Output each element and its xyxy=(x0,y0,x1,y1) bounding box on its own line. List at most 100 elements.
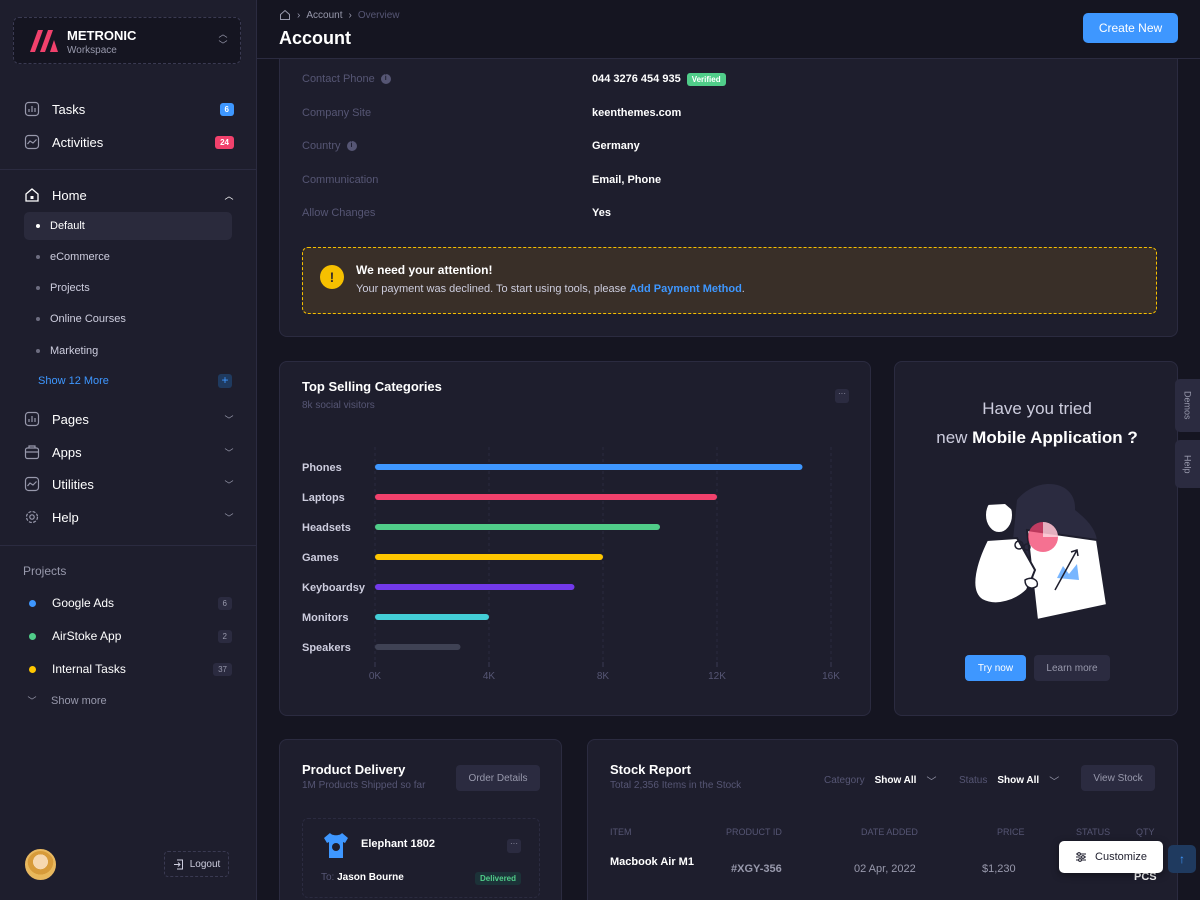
sidebar-item-activities[interactable]: Activities 24 xyxy=(24,131,234,153)
add-payment-method-link[interactable]: Add Payment Method xyxy=(629,283,742,295)
project-item-internal-tasks[interactable]: Internal Tasks 37 xyxy=(29,659,232,679)
home-icon[interactable] xyxy=(279,9,291,21)
show-more-label: Show 12 More xyxy=(38,375,109,387)
page-header: › Account › Overview Account Create New xyxy=(257,0,1200,59)
bar[interactable] xyxy=(375,524,660,530)
sidebar-subitem-online-courses[interactable]: Online Courses xyxy=(24,305,232,333)
avatar[interactable] xyxy=(25,849,56,880)
sidebar-item-utilities[interactable]: Utilities ﹀ xyxy=(24,473,234,495)
category-label: Keyboardsy xyxy=(302,582,366,594)
chevron-updown-icon[interactable]: ︿ ﹀ xyxy=(218,29,228,50)
category-filter[interactable]: Category Show All ﹀ xyxy=(824,773,936,788)
breadcrumb-current: Overview xyxy=(357,9,400,21)
project-count: 2 xyxy=(217,629,232,643)
mobile-app-card: Have you tried new Mobile Application ? … xyxy=(894,361,1178,716)
project-item-airstoke-app[interactable]: AirStoke App 2 xyxy=(29,626,232,646)
bullet-icon xyxy=(36,255,40,259)
view-stock-button[interactable]: View Stock xyxy=(1081,765,1155,791)
chevron-down-icon: ﹀ xyxy=(1049,777,1060,788)
card-title: Stock Report xyxy=(610,762,691,777)
more-options-icon[interactable]: ··· xyxy=(507,839,521,853)
divider xyxy=(0,545,256,546)
sidebar-subitem-projects[interactable]: Projects xyxy=(24,274,232,302)
learn-more-button[interactable]: Learn more xyxy=(1034,655,1110,681)
bar[interactable] xyxy=(375,464,803,470)
show-more-label: Show more xyxy=(51,694,107,707)
bar[interactable] xyxy=(375,614,489,620)
info-row-phone: Contact Phone i 044 3276 454 935 Verified xyxy=(302,70,1162,88)
info-icon[interactable]: i xyxy=(380,74,391,84)
show-more-link[interactable]: Show 12 More + xyxy=(38,374,232,388)
scroll-top-button[interactable]: ↑ xyxy=(1168,845,1196,873)
column-header: DATE ADDED xyxy=(861,827,918,837)
project-label: AirStoke App xyxy=(52,629,122,643)
more-options-icon[interactable]: ··· xyxy=(835,389,849,403)
info-value[interactable]: keenthemes.com xyxy=(592,107,682,119)
alert-message: Your payment was declined. To start usin… xyxy=(356,283,627,295)
bar-chart: 0K 4K 8K 12K 16K Phones Laptops Headsets Games Ke… xyxy=(302,447,840,682)
breadcrumb-item[interactable]: Account xyxy=(306,9,343,21)
home-icon xyxy=(24,187,40,203)
sidebar-subitem-default[interactable]: Default xyxy=(24,212,232,240)
table-cell-item[interactable]: Macbook Air M1 xyxy=(610,856,694,868)
count-badge: 6 xyxy=(219,102,234,116)
tshirt-icon xyxy=(324,833,348,858)
project-label: Internal Tasks xyxy=(52,662,126,676)
bar[interactable] xyxy=(375,584,575,590)
filter-label: Category xyxy=(824,775,865,786)
customize-button[interactable]: Customize xyxy=(1059,841,1163,873)
bar[interactable] xyxy=(375,554,603,560)
chevron-down-icon: ﹀ xyxy=(926,777,937,788)
sidebar-item-apps[interactable]: Apps ﹀ xyxy=(24,441,234,463)
sidebar-subitem-ecommerce[interactable]: eCommerce xyxy=(24,243,232,271)
payment-alert: ! We need your attention! Your payment w… xyxy=(302,247,1157,314)
create-new-button[interactable]: Create New xyxy=(1083,13,1178,43)
project-label: Google Ads xyxy=(52,596,115,610)
status-filter[interactable]: Status Show All ﹀ xyxy=(959,773,1059,788)
sidebar-item-label: Pages xyxy=(52,411,89,427)
bar[interactable] xyxy=(375,644,461,650)
brand-subtitle: Workspace xyxy=(67,45,117,56)
utilities-icon xyxy=(24,476,40,492)
activity-icon xyxy=(24,134,40,150)
sidebar-item-help[interactable]: Help ﹀ xyxy=(24,506,234,528)
project-item-google-ads[interactable]: Google Ads 6 xyxy=(29,593,232,613)
category-label: Games xyxy=(302,552,339,564)
sidebar-subitem-marketing[interactable]: Marketing xyxy=(24,337,232,365)
logout-button[interactable]: Logout xyxy=(164,851,229,877)
order-details-button[interactable]: Order Details xyxy=(456,765,540,791)
sidebar: METRONIC Workspace ︿ ﹀ Tasks 6 Activities… xyxy=(0,0,257,900)
sidebar-item-pages[interactable]: Pages ﹀ xyxy=(24,408,234,430)
workspace-switcher[interactable]: METRONIC Workspace ︿ ﹀ xyxy=(13,17,241,64)
filter-value: Show All xyxy=(874,775,917,786)
warning-icon: ! xyxy=(320,265,344,289)
projects-show-more[interactable]: ﹀ Show more xyxy=(27,694,107,707)
chevron-down-icon: ﹀ xyxy=(224,512,234,523)
bar[interactable] xyxy=(375,494,717,500)
x-tick-label: 16K xyxy=(822,671,840,682)
x-tick-label: 4K xyxy=(483,671,496,682)
column-header: PRODUCT ID xyxy=(726,827,782,837)
promo-line-2: new Mobile Application ? xyxy=(895,428,1179,448)
demos-tab[interactable]: Demos xyxy=(1175,379,1200,432)
sidebar-item-label: Activities xyxy=(52,134,104,150)
x-tick-label: 8K xyxy=(597,671,610,682)
delivery-item[interactable]: Elephant 1802 ··· To: Jason Bourne Deliv… xyxy=(302,818,540,898)
info-icon[interactable]: i xyxy=(346,141,357,151)
bullet-icon xyxy=(36,317,40,321)
sidebar-item-label: Utilities xyxy=(52,476,94,492)
table-cell-qty: PCS xyxy=(1134,871,1157,883)
table-cell-product-id: #XGY-356 xyxy=(731,863,782,875)
plus-icon: + xyxy=(218,374,232,388)
sidebar-item-label: Home xyxy=(52,187,87,203)
table-cell-price: $1,230 xyxy=(982,863,1016,875)
page-title: Account xyxy=(279,28,351,48)
help-tab[interactable]: Help xyxy=(1175,440,1200,488)
column-header: PRICE xyxy=(997,827,1025,837)
sidebar-item-home[interactable]: Home ︿ xyxy=(24,184,234,206)
try-now-button[interactable]: Try now xyxy=(965,655,1026,681)
status-dot-icon xyxy=(29,599,36,607)
chevron-down-icon: ﹀ xyxy=(224,414,234,425)
info-row-communication: Communication Email, Phone xyxy=(302,171,1162,189)
sidebar-item-tasks[interactable]: Tasks 6 xyxy=(24,98,234,120)
